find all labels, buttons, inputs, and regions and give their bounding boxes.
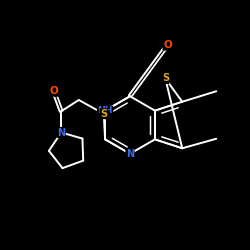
Text: O: O <box>163 40 172 50</box>
Text: O: O <box>50 86 58 96</box>
Text: N: N <box>57 128 65 138</box>
Text: S: S <box>162 74 169 84</box>
Text: S: S <box>100 109 107 119</box>
Text: NH: NH <box>97 106 113 115</box>
Text: N: N <box>126 149 134 159</box>
